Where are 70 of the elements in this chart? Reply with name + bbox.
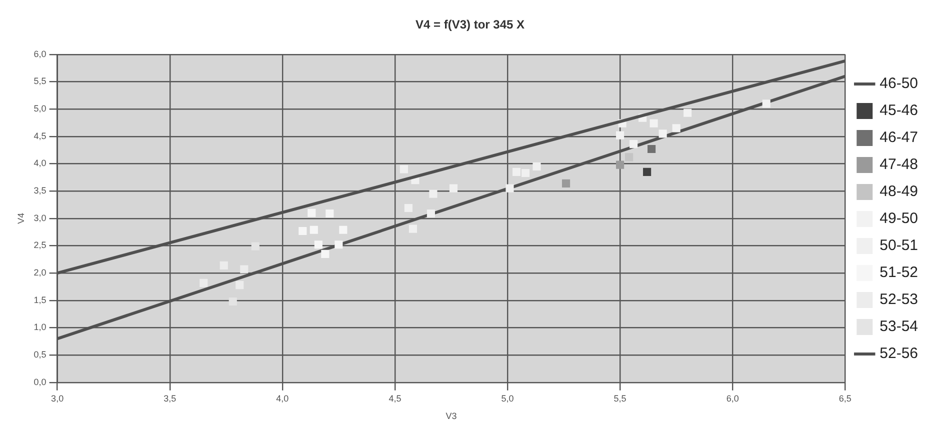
point bbox=[240, 265, 248, 274]
x-axis-title: V3 bbox=[446, 411, 457, 422]
legend-label: 46-50 bbox=[880, 75, 918, 92]
legend-label: 53-54 bbox=[880, 318, 918, 336]
x-tick-label: 5,0 bbox=[501, 393, 514, 404]
legend-label: 51-52 bbox=[880, 264, 918, 282]
legend-label: 47-48 bbox=[880, 156, 918, 174]
legend-label: 52-56 bbox=[880, 345, 918, 362]
point bbox=[251, 242, 260, 250]
y-tick-label: 2,5 bbox=[34, 240, 46, 250]
point bbox=[658, 130, 667, 138]
point bbox=[762, 100, 770, 108]
point bbox=[339, 226, 348, 234]
legend-label: 50-51 bbox=[880, 237, 918, 254]
point bbox=[236, 281, 244, 290]
legend-label: 45-46 bbox=[880, 102, 918, 120]
point bbox=[521, 168, 530, 178]
point bbox=[684, 108, 692, 117]
point bbox=[400, 165, 408, 174]
point bbox=[200, 278, 208, 287]
y-tick-label: 5,0 bbox=[34, 104, 46, 114]
y-tick-label: 0,5 bbox=[34, 350, 46, 360]
x-tick-label: 4,0 bbox=[276, 393, 289, 404]
y-tick-label: 2,0 bbox=[34, 268, 46, 278]
point bbox=[298, 226, 307, 236]
x-tick-label: 6,5 bbox=[838, 393, 852, 404]
x-tick-label: 5,5 bbox=[614, 393, 626, 404]
point bbox=[650, 119, 658, 128]
y-tick-label: 5,5 bbox=[34, 76, 46, 86]
point bbox=[616, 160, 624, 169]
point bbox=[625, 153, 634, 162]
x-tick-label: 3,5 bbox=[164, 393, 176, 404]
point bbox=[334, 240, 343, 249]
point bbox=[616, 131, 624, 140]
legend-label: 46-47 bbox=[880, 129, 918, 146]
point bbox=[512, 168, 521, 176]
point bbox=[532, 162, 541, 170]
y-axis-title: V4 bbox=[16, 212, 26, 224]
point bbox=[562, 179, 570, 188]
point bbox=[426, 209, 435, 218]
point bbox=[310, 226, 318, 234]
y-tick-label: 3,0 bbox=[34, 212, 46, 223]
point bbox=[326, 209, 334, 218]
point bbox=[408, 224, 417, 233]
y-tick-label: 1,0 bbox=[34, 322, 46, 332]
legend-label: 48-49 bbox=[880, 183, 918, 200]
point bbox=[314, 240, 322, 249]
point bbox=[643, 168, 652, 176]
y-tick-label: 0,0 bbox=[34, 376, 46, 387]
point bbox=[630, 140, 638, 148]
y-tick-label: 4,0 bbox=[34, 158, 46, 168]
chart-title: V4 = f(V3) tor 345 X bbox=[415, 18, 525, 32]
point bbox=[672, 124, 680, 132]
point bbox=[449, 184, 458, 192]
point bbox=[228, 297, 237, 306]
y-tick-label: 1,5 bbox=[34, 294, 46, 305]
point bbox=[404, 204, 412, 212]
point bbox=[429, 190, 438, 198]
legend-label: 49-50 bbox=[880, 210, 918, 228]
y-tick-label: 6,0 bbox=[34, 48, 46, 59]
legend-label: 52-53 bbox=[880, 291, 918, 308]
point bbox=[321, 250, 330, 258]
y-tick-label: 3,5 bbox=[34, 186, 46, 196]
point bbox=[308, 208, 316, 217]
y-tick-label: 4,5 bbox=[34, 130, 46, 141]
x-tick-label: 6,0 bbox=[726, 393, 739, 404]
x-tick-label: 4,5 bbox=[388, 393, 402, 404]
point bbox=[506, 184, 514, 192]
x-tick-label: 3,0 bbox=[51, 393, 64, 404]
point bbox=[648, 144, 656, 154]
